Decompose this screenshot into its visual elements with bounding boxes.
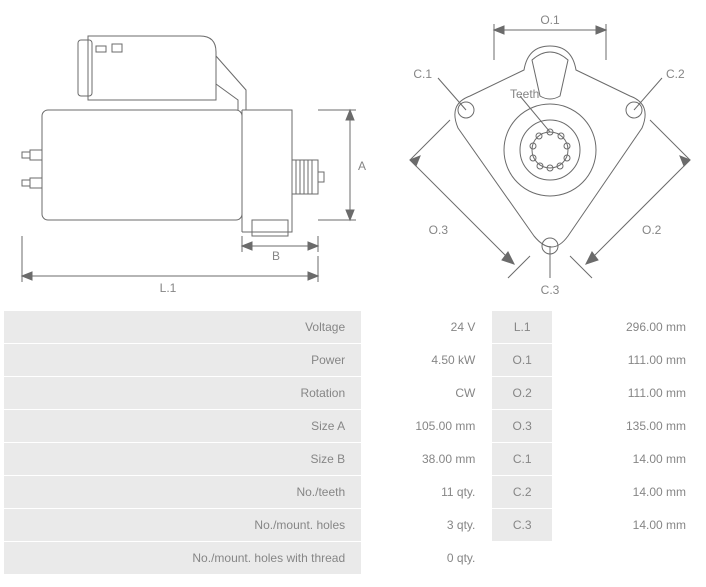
table-row: No./mount. holes with thread0 qty. (4, 542, 702, 574)
spec-value: 105.00 mm (362, 410, 491, 442)
dim-label-o3: O.3 (429, 223, 449, 237)
spec-value: CW (362, 377, 491, 409)
spec-label: C.2 (492, 476, 552, 508)
table-row: Size A105.00 mmO.3135.00 mm (4, 410, 702, 442)
diagram-area: A B L.1 O.1 O.2 O.3 C.1 C.2 C.3 Teeth (0, 0, 706, 310)
spec-label: Size A (4, 410, 361, 442)
spec-label: Rotation (4, 377, 361, 409)
spec-label: No./mount. holes with thread (4, 542, 361, 574)
spec-label: Voltage (4, 311, 361, 343)
spec-label (492, 542, 552, 574)
spec-label: Power (4, 344, 361, 376)
spec-value: 0 qty. (362, 542, 491, 574)
table-row: Voltage24 VL.1296.00 mm (4, 311, 702, 343)
spec-value: 111.00 mm (553, 377, 702, 409)
table-row: Size B38.00 mmC.114.00 mm (4, 443, 702, 475)
spec-value: 14.00 mm (553, 476, 702, 508)
dim-label-a: A (358, 159, 366, 173)
dim-label-o1: O.1 (540, 13, 560, 27)
spec-label: C.3 (492, 509, 552, 541)
spec-label: L.1 (492, 311, 552, 343)
spec-label: No./mount. holes (4, 509, 361, 541)
dim-label-b: B (272, 249, 280, 263)
spec-table-body: Voltage24 VL.1296.00 mmPower4.50 kWO.111… (4, 311, 702, 574)
dim-label-teeth: Teeth (510, 87, 539, 101)
dim-label-c1: C.1 (413, 67, 432, 81)
table-row: No./mount. holes3 qty.C.314.00 mm (4, 509, 702, 541)
spec-value: 296.00 mm (553, 311, 702, 343)
dim-label-l1: L.1 (160, 281, 177, 295)
spec-value (553, 542, 702, 574)
spec-value: 3 qty. (362, 509, 491, 541)
dim-label-o2: O.2 (642, 223, 662, 237)
front-view (410, 24, 690, 278)
spec-value: 111.00 mm (553, 344, 702, 376)
dim-label-c2: C.2 (666, 67, 685, 81)
spec-value: 11 qty. (362, 476, 491, 508)
spec-label: No./teeth (4, 476, 361, 508)
spec-value: 38.00 mm (362, 443, 491, 475)
table-row: No./teeth11 qty.C.214.00 mm (4, 476, 702, 508)
table-row: Power4.50 kWO.1111.00 mm (4, 344, 702, 376)
spec-value: 14.00 mm (553, 443, 702, 475)
spec-value: 4.50 kW (362, 344, 491, 376)
technical-drawing: A B L.1 O.1 O.2 O.3 C.1 C.2 C.3 Teeth (0, 0, 706, 310)
spec-value: 135.00 mm (553, 410, 702, 442)
side-view (22, 36, 356, 282)
spec-label: O.1 (492, 344, 552, 376)
dim-label-c3: C.3 (541, 283, 560, 297)
spec-value: 24 V (362, 311, 491, 343)
spec-label: C.1 (492, 443, 552, 475)
spec-label: O.3 (492, 410, 552, 442)
spec-value: 14.00 mm (553, 509, 702, 541)
spec-table: Voltage24 VL.1296.00 mmPower4.50 kWO.111… (3, 310, 703, 575)
spec-label: Size B (4, 443, 361, 475)
spec-label: O.2 (492, 377, 552, 409)
table-row: RotationCWO.2111.00 mm (4, 377, 702, 409)
